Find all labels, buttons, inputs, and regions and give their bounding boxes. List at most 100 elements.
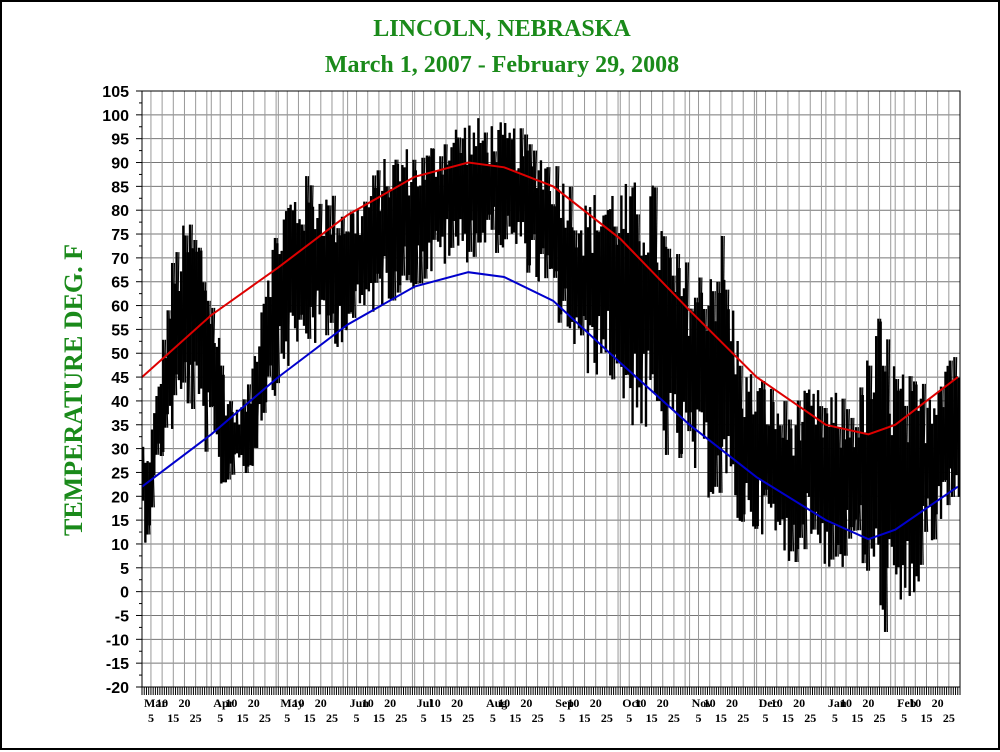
daily-range-bar — [667, 248, 670, 408]
daily-range-bar — [202, 282, 205, 406]
daily-range-bar — [331, 195, 335, 314]
daily-range-bar — [854, 427, 858, 520]
daily-range-bar — [208, 323, 212, 408]
daily-range-bar — [852, 447, 856, 531]
daily-range-bar — [434, 176, 438, 231]
daily-range-bar — [360, 216, 364, 295]
daily-range-bar — [606, 209, 610, 311]
daily-range-bar — [647, 252, 650, 351]
day-label-bottom: 25 — [462, 711, 474, 725]
daily-range-bar — [749, 374, 753, 512]
daily-range-bar — [836, 427, 840, 545]
daily-range-bar — [676, 254, 679, 433]
daily-range-bar — [164, 358, 167, 428]
daily-range-bar — [761, 381, 764, 535]
chart-title: LINCOLN, NEBRASKA — [373, 16, 631, 42]
daily-range-bar — [910, 391, 914, 564]
day-label-top: 10 — [634, 696, 646, 710]
daily-range-bar — [881, 365, 885, 610]
month-label: May — [280, 696, 303, 710]
daily-range-bar — [845, 409, 849, 510]
daily-range-bar — [524, 134, 527, 244]
daily-range-bar — [338, 235, 341, 306]
daily-range-bar — [635, 214, 639, 408]
daily-range-bar — [459, 152, 462, 220]
daily-range-bar — [336, 228, 339, 347]
y-tick-label: 105 — [102, 84, 129, 101]
day-label-bottom: 15 — [373, 711, 385, 725]
daily-range-bar — [707, 305, 710, 498]
day-label-bottom: 15 — [851, 711, 863, 725]
daily-range-bar — [942, 407, 945, 482]
daily-range-bar — [215, 346, 219, 435]
daily-range-bar — [492, 151, 496, 207]
daily-range-bar — [287, 207, 290, 366]
daily-range-bar — [774, 429, 777, 531]
daily-range-bar — [488, 164, 491, 215]
normal-low-line — [141, 271, 959, 541]
daily-range-bar — [535, 188, 538, 277]
daily-range-bar — [718, 292, 721, 493]
daily-range-bar — [693, 297, 697, 468]
daily-range-bar — [414, 170, 417, 285]
daily-range-bar — [921, 383, 925, 506]
daily-range-bar — [224, 415, 228, 483]
y-tick-label: 30 — [111, 442, 129, 459]
daily-range-bar — [398, 181, 402, 286]
day-label-top: 10 — [225, 696, 237, 710]
y-tick-label: 65 — [111, 275, 129, 292]
y-tick-label: 55 — [111, 322, 129, 339]
daily-range-bar — [441, 174, 444, 237]
daily-range-bar — [662, 236, 666, 431]
daily-range-bar — [376, 170, 379, 274]
day-label-top: 20 — [590, 696, 602, 710]
day-label-bottom: 15 — [920, 711, 932, 725]
daily-range-bar — [778, 425, 782, 525]
daily-range-bar — [141, 446, 145, 501]
daily-range-bar — [427, 156, 431, 243]
day-label-top: 10 — [704, 696, 716, 710]
daily-range-bar — [307, 202, 310, 339]
daily-range-bar — [705, 330, 708, 423]
daily-range-bar — [472, 132, 476, 257]
day-label-bottom: 15 — [509, 711, 521, 725]
daily-range-bar — [955, 376, 958, 476]
daily-range-bar — [233, 422, 236, 455]
y-tick-label: 50 — [111, 346, 129, 363]
daily-range-bar — [758, 388, 762, 480]
daily-range-bar — [886, 339, 889, 569]
day-label-bottom: 5 — [696, 711, 702, 725]
daily-range-bar — [899, 388, 902, 600]
daily-range-bar — [906, 442, 909, 542]
daily-range-bar — [381, 190, 384, 305]
daily-range-bar — [615, 244, 619, 364]
daily-range-bar — [658, 270, 661, 401]
daily-range-bar — [179, 271, 183, 389]
daily-range-bar — [892, 366, 896, 566]
daily-range-bar — [946, 365, 949, 506]
daily-range-bar — [394, 159, 397, 272]
daily-range-bar — [691, 311, 695, 442]
daily-range-bar — [850, 417, 853, 528]
daily-range-bar — [588, 207, 592, 326]
daily-range-bar — [530, 166, 534, 240]
daily-range-bar — [671, 275, 675, 410]
day-label-bottom: 5 — [148, 711, 154, 725]
y-tick-label: 80 — [111, 203, 129, 220]
daily-range-bar — [863, 432, 867, 555]
daily-range-bar — [711, 291, 715, 494]
daily-range-bar — [211, 307, 214, 407]
daily-range-bar — [452, 142, 455, 221]
daily-range-bar — [162, 339, 165, 453]
daily-range-bar — [159, 383, 163, 457]
daily-range-bar — [470, 154, 473, 221]
daily-range-bar — [772, 402, 775, 504]
day-label-top: 20 — [793, 696, 805, 710]
daily-range-bar — [389, 189, 393, 301]
day-label-bottom: 25 — [190, 711, 202, 725]
daily-range-bar — [664, 246, 668, 455]
daily-range-bar — [401, 165, 404, 276]
daily-range-bar — [805, 392, 809, 494]
